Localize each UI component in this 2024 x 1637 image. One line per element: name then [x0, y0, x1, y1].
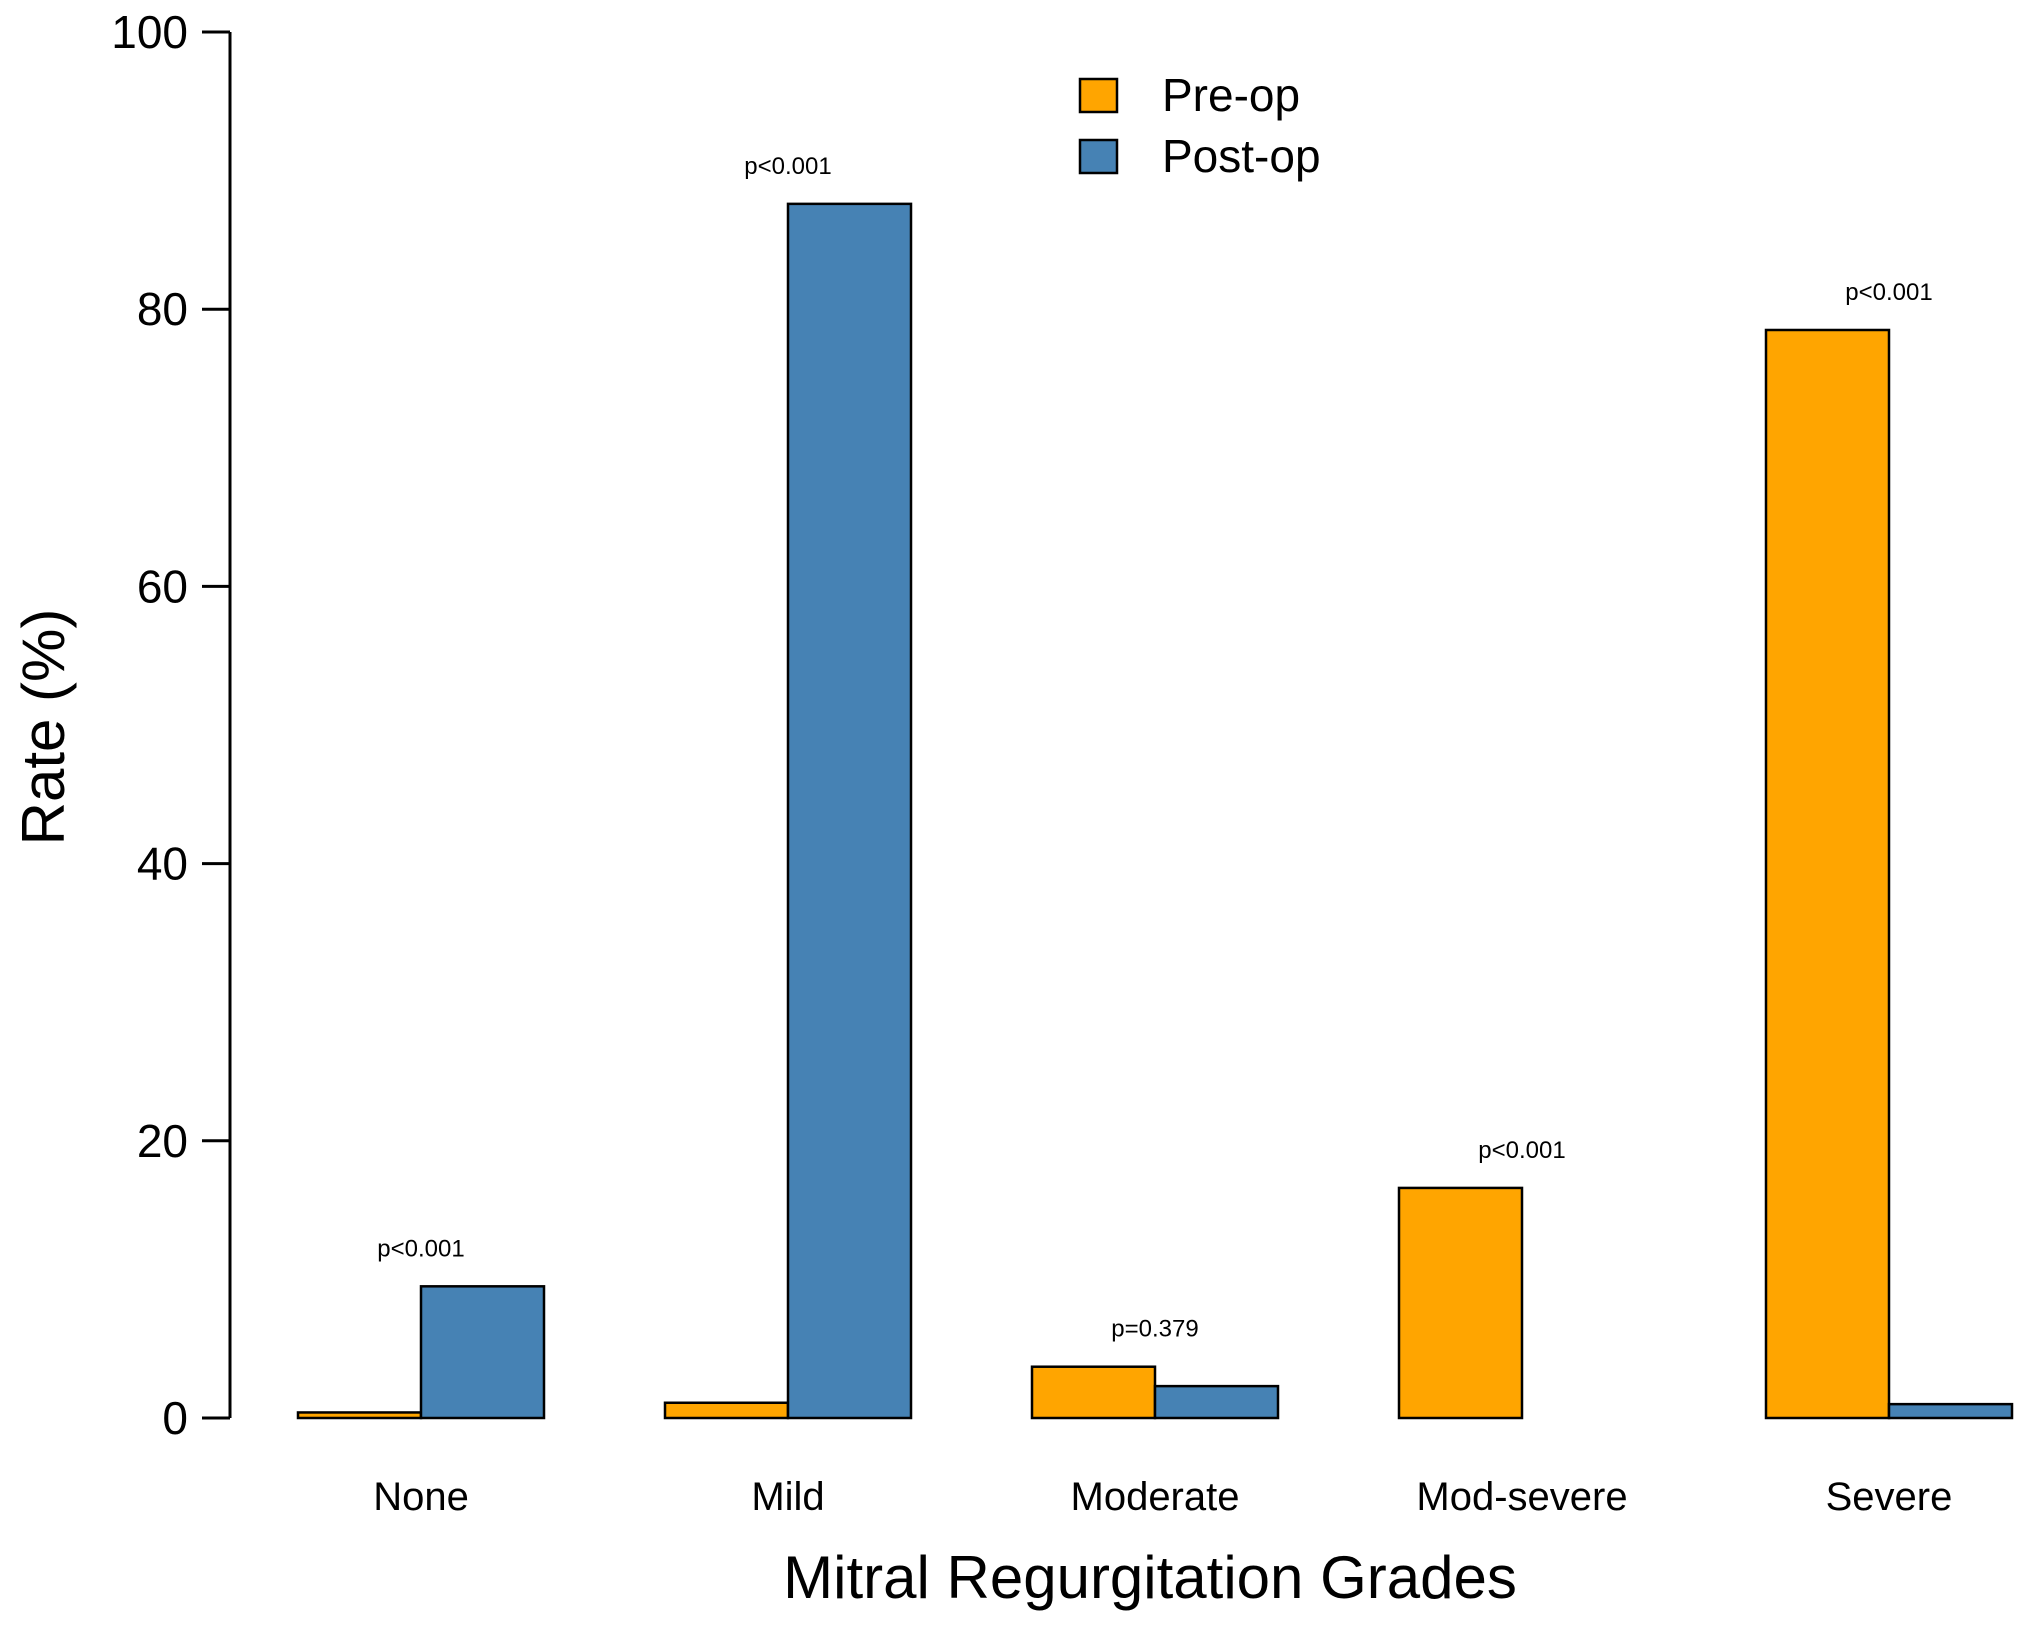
p-value-label: p<0.001 — [1478, 1137, 1565, 1164]
bar-pre-op-moderate — [1030, 1365, 1157, 1420]
p-value-label: p<0.001 — [744, 153, 831, 180]
legend-label: Post-op — [1162, 130, 1321, 182]
x-tick-label: Severe — [1826, 1475, 1953, 1519]
x-tick-label: Moderate — [1071, 1475, 1240, 1519]
bar-pre-op-mod-severe — [1397, 1186, 1524, 1420]
x-tick-label: Mild — [751, 1475, 824, 1519]
y-tick-label: 80 — [137, 283, 188, 335]
x-tick-label: Mod-severe — [1416, 1475, 1627, 1519]
x-tick-label: None — [373, 1475, 469, 1519]
y-tick-label: 20 — [137, 1115, 188, 1167]
x-axis-labels: None Mild Moderate Mod-severe Severe — [373, 1475, 1952, 1519]
x-axis-title: Mitral Regurgitation Grades — [783, 1544, 1517, 1611]
legend-label: Pre-op — [1162, 69, 1300, 121]
legend: Pre-op Post-op — [1078, 69, 1321, 182]
y-tick-label: 100 — [111, 6, 188, 58]
bar-post-op-mild — [786, 202, 913, 1420]
y-tick-label: 0 — [162, 1392, 188, 1444]
p-value-labels: p<0.001 p<0.001 p=0.379 p<0.001 p<0.001 — [377, 153, 1932, 1343]
bar-pre-op-mild — [663, 1401, 790, 1420]
legend-swatch — [1078, 77, 1119, 114]
y-tick-label: 60 — [137, 560, 188, 612]
y-axis-title: Rate (%) — [10, 609, 77, 846]
p-value-label: p<0.001 — [1845, 279, 1932, 306]
bar-post-op-none — [419, 1285, 546, 1420]
bar-group — [296, 202, 2014, 1420]
bar-pre-op-none — [296, 1411, 423, 1420]
p-value-label: p<0.001 — [377, 1235, 464, 1262]
bar-pre-op-severe — [1764, 328, 1891, 1420]
p-value-label: p=0.379 — [1111, 1316, 1198, 1343]
bar-post-op-severe — [1887, 1402, 2014, 1420]
legend-swatch — [1078, 138, 1119, 175]
bar-post-op-moderate — [1153, 1384, 1280, 1420]
y-axis: 0 20 40 60 80 100 — [111, 6, 232, 1444]
y-tick-label: 40 — [137, 838, 188, 890]
